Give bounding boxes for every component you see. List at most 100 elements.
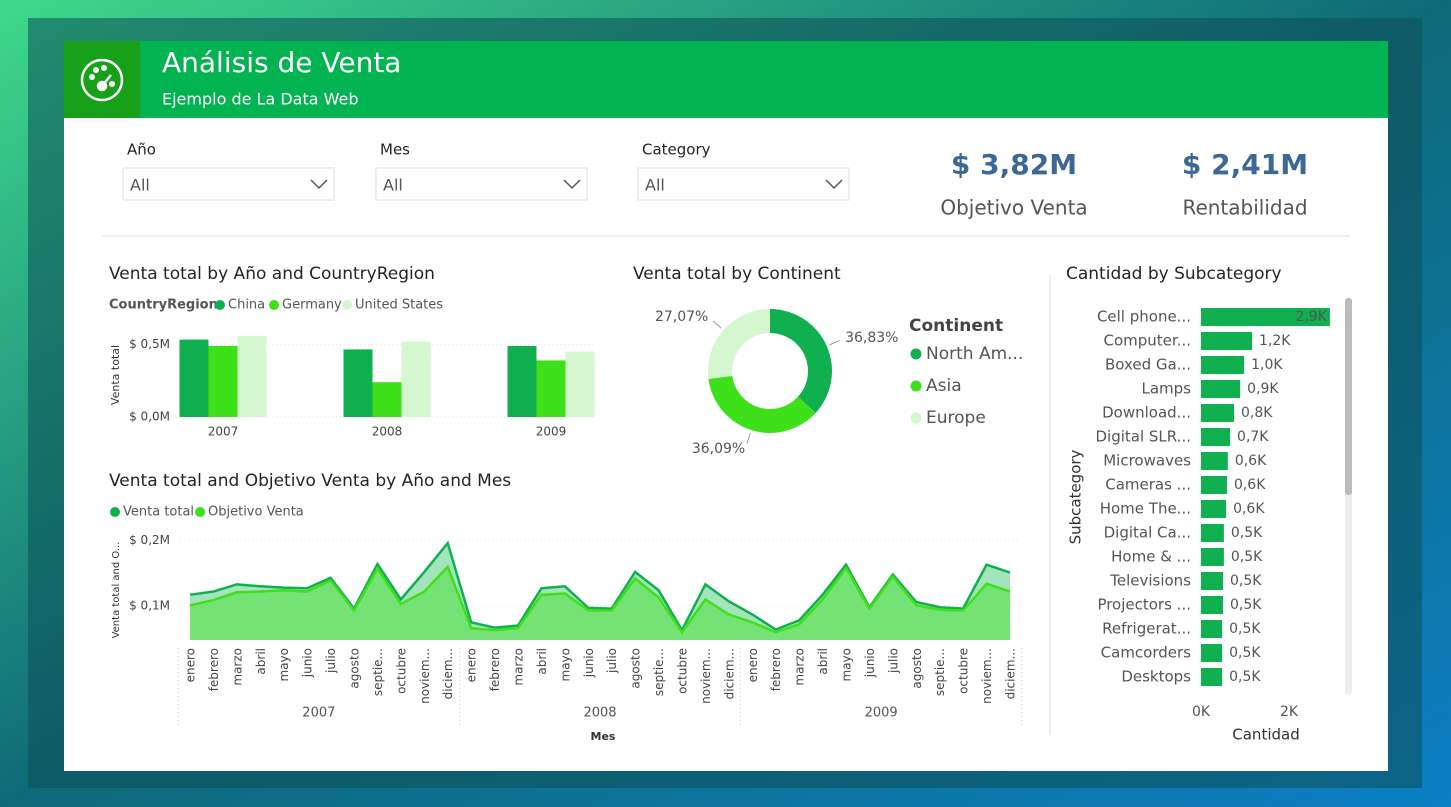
y-tick-label: Computer... bbox=[1104, 332, 1192, 350]
data-label: 36,09% bbox=[692, 441, 745, 457]
group-label: 2008 bbox=[583, 706, 616, 721]
x-tick-label: diciem... bbox=[441, 648, 455, 699]
bar bbox=[1201, 548, 1224, 566]
x-tick-label: marzo bbox=[512, 648, 526, 686]
logo-box bbox=[64, 41, 140, 118]
bar bbox=[1201, 500, 1227, 518]
dropdown-value: All bbox=[645, 176, 665, 195]
y-tick-label: Download... bbox=[1102, 404, 1191, 422]
x-tick-label: septie... bbox=[652, 648, 666, 696]
dropdown[interactable] bbox=[375, 167, 588, 201]
bar bbox=[565, 351, 595, 417]
slice bbox=[708, 309, 770, 380]
x-tick-label: octubre bbox=[957, 648, 971, 694]
x-tick-label: marzo bbox=[793, 648, 807, 686]
y-tick-label: $ 0,2M bbox=[129, 533, 170, 547]
x-axis-label: Cantidad bbox=[1232, 726, 1299, 744]
x-tick-label: 2007 bbox=[208, 425, 239, 439]
y-tick-label: Home The... bbox=[1100, 500, 1191, 518]
legend-marker bbox=[910, 412, 922, 424]
legend-label: North Am... bbox=[926, 344, 1023, 364]
bar bbox=[208, 345, 238, 417]
x-tick-label: julio bbox=[886, 648, 900, 674]
x-tick-label: septie... bbox=[371, 648, 385, 696]
x-axis-label: Mes bbox=[591, 730, 616, 743]
legend-label: Objetivo Venta bbox=[208, 505, 304, 520]
dropdown-value: All bbox=[130, 176, 150, 195]
dropdown-chevron bbox=[310, 179, 328, 190]
x-tick-label: junio bbox=[301, 648, 315, 678]
x-tick-label: agosto bbox=[629, 648, 643, 689]
data-label: 0,6K bbox=[1233, 501, 1265, 517]
bar bbox=[1201, 668, 1223, 686]
data-label: 2,9K bbox=[1295, 309, 1327, 325]
x-tick-label: noviem... bbox=[980, 648, 994, 704]
x-tick-label: agosto bbox=[348, 648, 362, 689]
kpi-value: $ 3,82M bbox=[951, 148, 1077, 181]
x-tick-label: junio bbox=[582, 648, 596, 678]
y-tick-label: Digital Ca... bbox=[1104, 524, 1191, 542]
header-subtitle: Ejemplo de La Data Web bbox=[162, 90, 359, 109]
leader-line bbox=[829, 339, 840, 346]
filter-label: Mes bbox=[380, 141, 410, 159]
chart-title: Venta total by Año and CountryRegion bbox=[109, 264, 435, 284]
x-tick-label: 2009 bbox=[536, 425, 567, 439]
data-label: 0,8K bbox=[1241, 405, 1273, 421]
chart-title: Cantidad by Subcategory bbox=[1066, 264, 1282, 284]
x-tick-label: noviem... bbox=[418, 648, 432, 704]
y-tick-label: $ 0,5M bbox=[129, 337, 170, 351]
y-tick-label: Refrigerat... bbox=[1102, 620, 1191, 638]
data-label: 0,9K bbox=[1247, 381, 1279, 397]
bar bbox=[401, 341, 431, 417]
logo-icon bbox=[80, 58, 124, 102]
y-axis-label: Subcategory bbox=[1067, 449, 1085, 544]
x-tick-label: agosto bbox=[910, 648, 924, 689]
x-tick-label: enero bbox=[746, 648, 760, 682]
y-tick-label: Cell phone... bbox=[1097, 308, 1191, 326]
area-fill bbox=[190, 566, 1010, 640]
data-label: 0,5K bbox=[1229, 645, 1261, 661]
bar bbox=[1201, 332, 1253, 350]
leader-line bbox=[712, 320, 722, 329]
bar bbox=[1201, 356, 1245, 374]
bar bbox=[1201, 644, 1223, 662]
y-axis-label: Venta total and O... bbox=[111, 542, 122, 639]
legend-marker bbox=[195, 507, 205, 517]
scrollbar-thumb[interactable] bbox=[1345, 298, 1352, 495]
x-tick-label: julio bbox=[605, 648, 619, 674]
legend-label: Venta total bbox=[123, 505, 194, 520]
bar bbox=[1201, 620, 1223, 638]
legend-label: Germany bbox=[282, 298, 342, 313]
bar bbox=[1201, 596, 1223, 614]
data-label: 36,83% bbox=[845, 330, 898, 346]
filter-label: Año bbox=[127, 141, 156, 159]
filter-label: Category bbox=[642, 141, 711, 159]
bar bbox=[343, 349, 373, 417]
header bbox=[64, 41, 1388, 118]
x-tick-label: marzo bbox=[230, 648, 244, 686]
data-label: 27,07% bbox=[655, 309, 708, 325]
legend-marker bbox=[910, 348, 922, 360]
bar bbox=[507, 345, 537, 417]
y-tick-label: $ 0,0M bbox=[129, 410, 170, 424]
data-label: 0,5K bbox=[1231, 549, 1263, 565]
bar bbox=[1201, 476, 1227, 494]
legend-label: United States bbox=[355, 298, 443, 313]
x-tick-label: febrero bbox=[769, 648, 783, 691]
legend-marker bbox=[910, 380, 922, 392]
data-label: 0,6K bbox=[1235, 453, 1267, 469]
group-label: 2009 bbox=[865, 706, 898, 721]
x-tick-label: junio bbox=[863, 648, 877, 678]
bar bbox=[1201, 572, 1223, 590]
bar bbox=[536, 360, 566, 417]
bar bbox=[1201, 380, 1241, 398]
chart-title: Venta total by Continent bbox=[633, 264, 841, 284]
dropdown[interactable] bbox=[637, 167, 850, 201]
y-axis-label: Venta total bbox=[109, 345, 122, 405]
legend-label: Europe bbox=[926, 408, 986, 428]
x-tick-label: 2K bbox=[1280, 704, 1299, 720]
dropdown[interactable] bbox=[122, 167, 335, 201]
x-tick-label: julio bbox=[324, 648, 338, 674]
bar bbox=[1201, 452, 1228, 470]
data-label: 0,5K bbox=[1229, 621, 1261, 637]
